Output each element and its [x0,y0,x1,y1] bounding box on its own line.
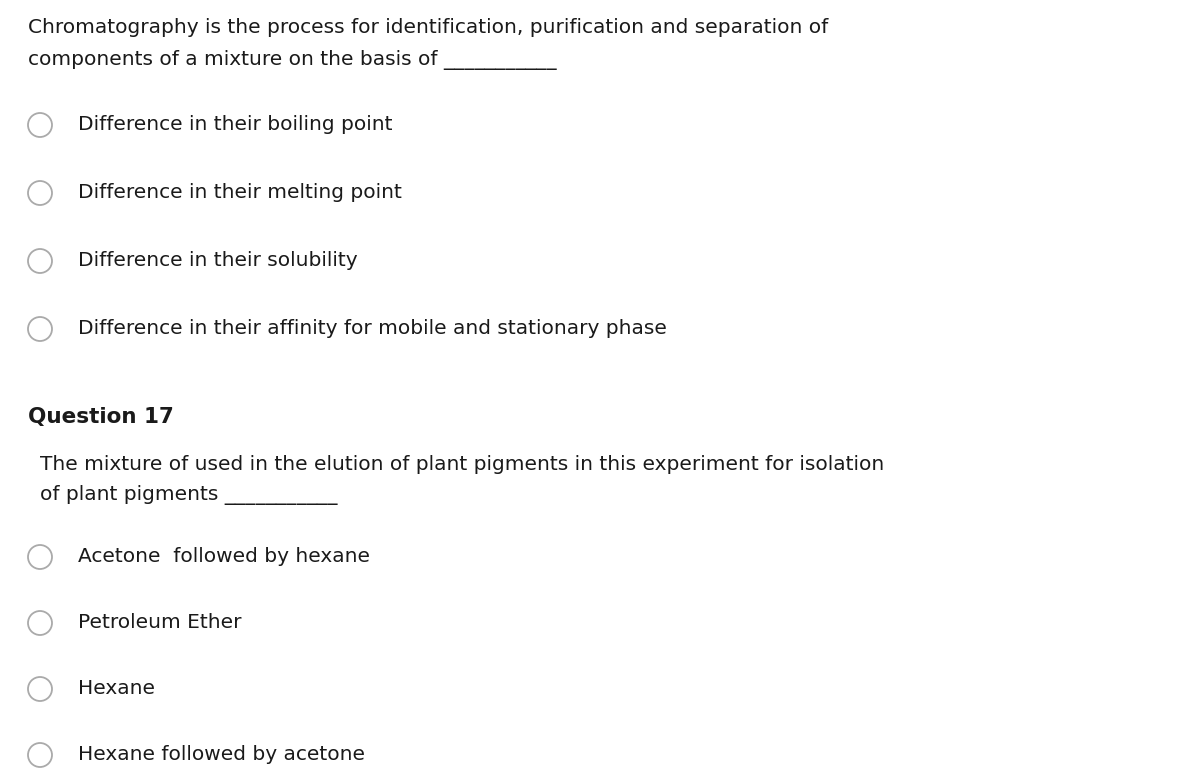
Text: Difference in their affinity for mobile and stationary phase: Difference in their affinity for mobile … [78,319,667,338]
Text: Acetone  followed by hexane: Acetone followed by hexane [78,547,370,566]
Text: Difference in their solubility: Difference in their solubility [78,251,358,270]
Text: Petroleum Ether: Petroleum Ether [78,613,241,632]
Text: Hexane followed by acetone: Hexane followed by acetone [78,745,365,764]
Text: of plant pigments ___________: of plant pigments ___________ [40,485,337,505]
Text: Difference in their boiling point: Difference in their boiling point [78,115,392,134]
Text: The mixture of used in the elution of plant pigments in this experiment for isol: The mixture of used in the elution of pl… [40,455,884,474]
Text: Hexane: Hexane [78,679,155,698]
Text: components of a mixture on the basis of ___________: components of a mixture on the basis of … [28,50,557,70]
Text: Difference in their melting point: Difference in their melting point [78,183,402,202]
Text: Chromatography is the process for identification, purification and separation of: Chromatography is the process for identi… [28,18,828,37]
Text: Question 17: Question 17 [28,407,174,427]
